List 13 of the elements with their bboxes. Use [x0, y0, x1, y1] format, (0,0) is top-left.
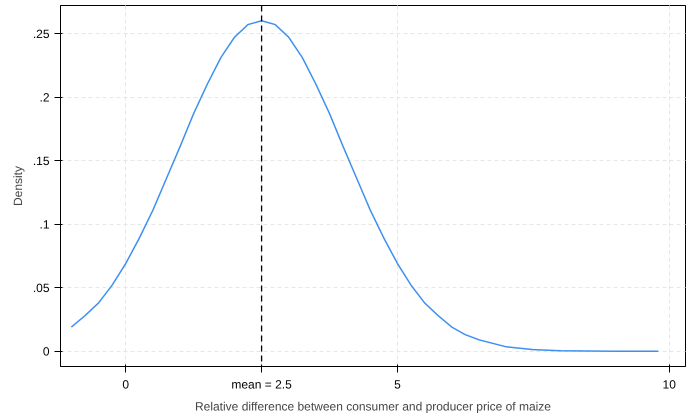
y-axis-title: Density — [10, 166, 25, 206]
x-tick-label: 10 — [662, 378, 676, 392]
x-tick-label: 5 — [394, 378, 402, 392]
y-tick-label: 0 — [42, 344, 50, 359]
y-tick-label: .2 — [39, 90, 50, 105]
y-tick-label: .1 — [39, 218, 50, 232]
line-series — [70, 20, 660, 352]
y-tick-label: .05 — [32, 281, 50, 296]
y-tick-label: .25 — [32, 26, 50, 41]
x-tick-label: mean = 2.5 — [231, 378, 292, 392]
x-tick-label: 0 — [122, 378, 130, 392]
x-axis-title: Relative difference between consumer and producer price of maize — [195, 400, 552, 414]
y-tick-label: .15 — [32, 154, 50, 168]
